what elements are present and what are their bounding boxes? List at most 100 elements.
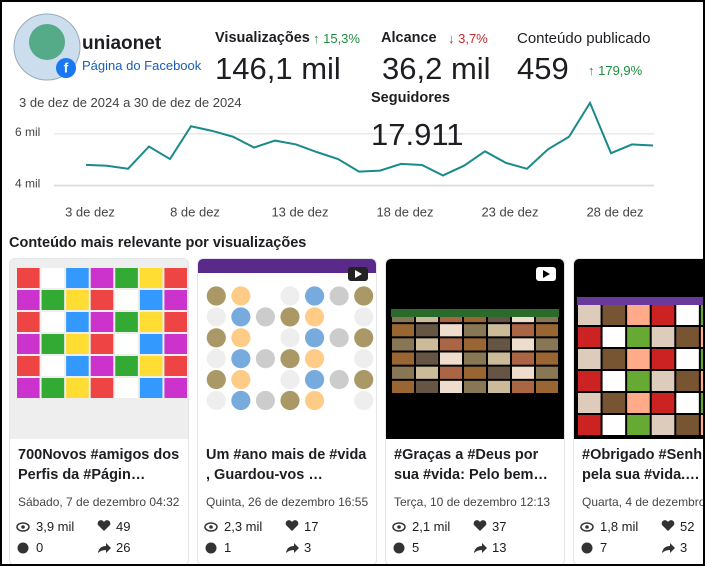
post-card[interactable]: #Obrigado #Senh… pela sua #vida.… Quarta,…	[573, 258, 705, 564]
post-card[interactable]: 700Novos #amigos dos Perfis da #Págin… Sá…	[9, 258, 189, 564]
metric-change: ↑ 179,9%	[588, 63, 643, 78]
views-icon	[580, 522, 594, 532]
thumb-photo	[139, 356, 163, 376]
thumb-photo	[90, 290, 114, 310]
views-icon	[204, 522, 218, 532]
thumb-photo	[416, 380, 438, 393]
thumb-photo	[66, 268, 89, 288]
thumbnail[interactable]	[386, 259, 564, 439]
thumb-photo	[66, 356, 89, 376]
thumb-photo	[41, 356, 65, 376]
thumb-photo	[66, 334, 89, 354]
thumb-photo	[512, 380, 534, 393]
thumb-photo	[578, 371, 601, 391]
likes-icon	[285, 520, 299, 531]
thumb-photo	[305, 349, 325, 369]
thumb-photo	[651, 415, 675, 435]
thumb-photo	[206, 328, 226, 348]
thumb-photo	[115, 334, 138, 354]
thumb-photo	[115, 268, 138, 288]
post-title: #Graças a #Deus por sua #vida: Pelo bem…	[394, 447, 548, 483]
thumb-photo	[115, 378, 138, 398]
thumb-photo	[354, 307, 374, 327]
thumb-banner	[198, 259, 376, 273]
stat-icons	[580, 520, 675, 554]
post-card[interactable]: Um #ano mais de #vida , Guardou-vos … Qui…	[197, 258, 377, 564]
thumb-photo	[231, 328, 251, 348]
thumb-photo	[602, 327, 626, 347]
thumb-photo	[90, 312, 114, 332]
thumb-photo	[602, 393, 626, 413]
thumbnail[interactable]	[10, 259, 188, 439]
thumb-photo	[206, 349, 226, 369]
thumb-photo	[280, 390, 300, 411]
thumb-photo	[488, 366, 510, 379]
thumb-photo	[354, 286, 374, 306]
post-card[interactable]: #Graças a #Deus por sua #vida: Pelo bem……	[385, 258, 565, 564]
avatar-globe	[29, 24, 65, 60]
thumb-photo	[676, 415, 699, 435]
thumb-photo	[66, 312, 89, 332]
comments-icon	[17, 542, 29, 554]
thumb-photo	[41, 334, 65, 354]
post-date: Sábado, 7 de dezembro 04:32	[18, 495, 180, 509]
comments-icon	[581, 542, 593, 554]
thumb-photo	[280, 286, 300, 306]
post-views: 2,1 mil	[412, 519, 451, 534]
thumb-photo	[512, 366, 534, 379]
thumb-photo	[464, 338, 486, 351]
thumb-photo	[115, 312, 138, 332]
facebook-f: f	[64, 60, 69, 76]
shares-icon	[662, 543, 675, 553]
stat-icons	[16, 520, 111, 554]
post-comments: 0	[36, 540, 44, 555]
thumb-photo	[440, 380, 462, 393]
thumb-photo	[488, 380, 510, 393]
thumb-photo	[488, 324, 510, 337]
thumb-photo	[231, 390, 251, 411]
thumb-photo	[164, 268, 187, 288]
thumb-photo	[17, 378, 40, 398]
thumb-photo	[578, 349, 601, 369]
thumb-photo	[676, 305, 699, 325]
thumb-bg	[198, 259, 376, 439]
thumb-photo	[90, 356, 114, 376]
thumb-photo	[329, 370, 349, 390]
thumbnail[interactable]	[198, 259, 376, 439]
x-tick-label: 13 de dez	[271, 204, 328, 219]
page-name: uniaonet	[82, 33, 162, 54]
thumb-photo	[676, 371, 699, 391]
metric-label: Seguidores	[371, 90, 450, 106]
thumb-photo	[536, 366, 558, 379]
thumb-photo	[231, 286, 251, 306]
thumb-photo	[602, 415, 626, 435]
shares-icon	[286, 543, 299, 553]
thumb-photo	[700, 327, 703, 347]
thumb-photo	[651, 305, 675, 325]
metric-change: ↑ 15,3%	[313, 31, 360, 46]
thumb-photo	[416, 352, 438, 365]
post-shares: 3	[680, 540, 688, 555]
thumb-photo	[440, 352, 462, 365]
thumb-photo	[651, 371, 675, 391]
x-tick-label: 18 de dez	[376, 204, 433, 219]
thumb-photo	[206, 307, 226, 327]
stat-icons	[204, 520, 299, 554]
thumbnail[interactable]	[574, 259, 705, 439]
thumb-photo	[488, 352, 510, 365]
thumb-photo	[700, 415, 703, 435]
x-tick-label: 3 de dez	[65, 204, 115, 219]
page-type[interactable]: Página do Facebook	[82, 58, 202, 73]
thumb-photo	[602, 305, 626, 325]
thumb-photo	[536, 338, 558, 351]
thumb-photo	[392, 338, 414, 351]
views-icon-pupil	[21, 525, 25, 529]
thumb-photo	[700, 393, 703, 413]
post-comments: 7	[600, 540, 608, 555]
thumb-photo	[255, 390, 275, 411]
thumb-photo	[578, 305, 601, 325]
metric-change: ↓ 3,7%	[448, 31, 488, 46]
thumb-photo	[700, 371, 703, 391]
post-title: 700Novos #amigos dos Perfis da #Págin…	[18, 447, 180, 483]
